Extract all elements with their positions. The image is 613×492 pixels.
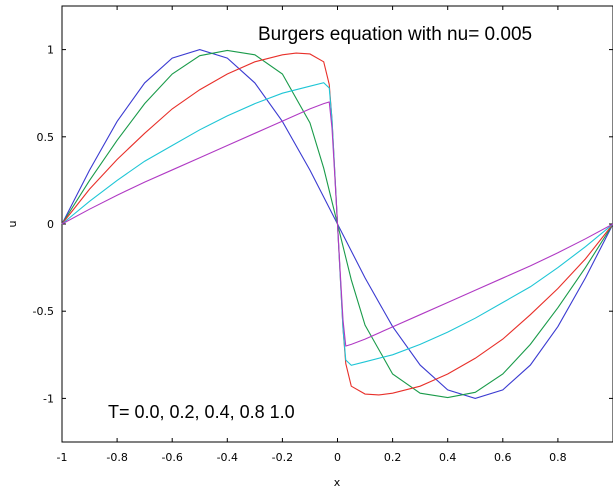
x-tick-label: -0.6 bbox=[161, 451, 182, 464]
y-tick-label: 0.5 bbox=[37, 131, 55, 144]
y-tick-label: 1 bbox=[47, 44, 54, 57]
series-layer bbox=[61, 49, 613, 399]
x-tick-label: 0.6 bbox=[494, 451, 512, 464]
ticks-layer: -1 -0.8 -0.6 -0.4 -0.2 0 0.2 0.4 0.6 0.8 -1 -0.5 0 0.… bbox=[33, 6, 613, 464]
x-axis-label: x bbox=[334, 476, 341, 489]
y-axis-label: u bbox=[6, 221, 19, 228]
annotation-times: T= 0.0, 0.2, 0.4, 0.8 1.0 bbox=[108, 402, 295, 422]
x-tick-label: -0.8 bbox=[106, 451, 127, 464]
x-tick-label: 0.4 bbox=[439, 451, 457, 464]
series-line-4 bbox=[61, 101, 613, 347]
x-tick-label: 0.8 bbox=[549, 451, 567, 464]
x-tick-label: -0.4 bbox=[217, 451, 238, 464]
x-tick-label: -0.2 bbox=[272, 451, 293, 464]
annotation-title: Burgers equation with nu= 0.005 bbox=[258, 24, 532, 45]
y-tick-label: -0.5 bbox=[33, 305, 54, 318]
x-tick-label: -1 bbox=[57, 451, 68, 464]
x-tick-label: 0.2 bbox=[384, 451, 402, 464]
x-tick-label: 0 bbox=[334, 451, 341, 464]
y-tick-label: -1 bbox=[43, 392, 54, 405]
y-tick-label: 0 bbox=[47, 218, 54, 231]
